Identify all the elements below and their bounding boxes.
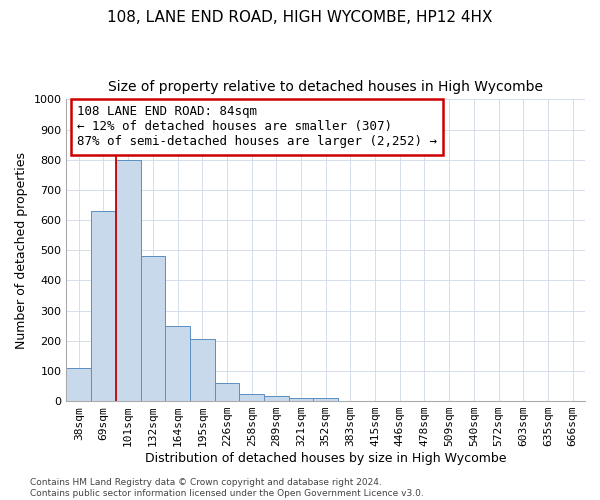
Bar	[165, 326, 190, 401]
Title: Size of property relative to detached houses in High Wycombe: Size of property relative to detached ho…	[108, 80, 543, 94]
Text: 108 LANE END ROAD: 84sqm
← 12% of detached houses are smaller (307)
87% of semi-: 108 LANE END ROAD: 84sqm ← 12% of detach…	[77, 106, 437, 148]
Bar	[215, 383, 239, 401]
Bar	[239, 394, 264, 401]
Bar	[313, 398, 338, 401]
Bar	[116, 160, 140, 401]
Bar	[67, 368, 91, 401]
Bar	[190, 339, 215, 401]
Bar	[140, 256, 165, 401]
Y-axis label: Number of detached properties: Number of detached properties	[15, 152, 28, 348]
Bar	[289, 398, 313, 401]
Text: 108, LANE END ROAD, HIGH WYCOMBE, HP12 4HX: 108, LANE END ROAD, HIGH WYCOMBE, HP12 4…	[107, 10, 493, 25]
Text: Contains HM Land Registry data © Crown copyright and database right 2024.
Contai: Contains HM Land Registry data © Crown c…	[30, 478, 424, 498]
Bar	[91, 211, 116, 401]
X-axis label: Distribution of detached houses by size in High Wycombe: Distribution of detached houses by size …	[145, 452, 506, 465]
Bar	[264, 396, 289, 401]
